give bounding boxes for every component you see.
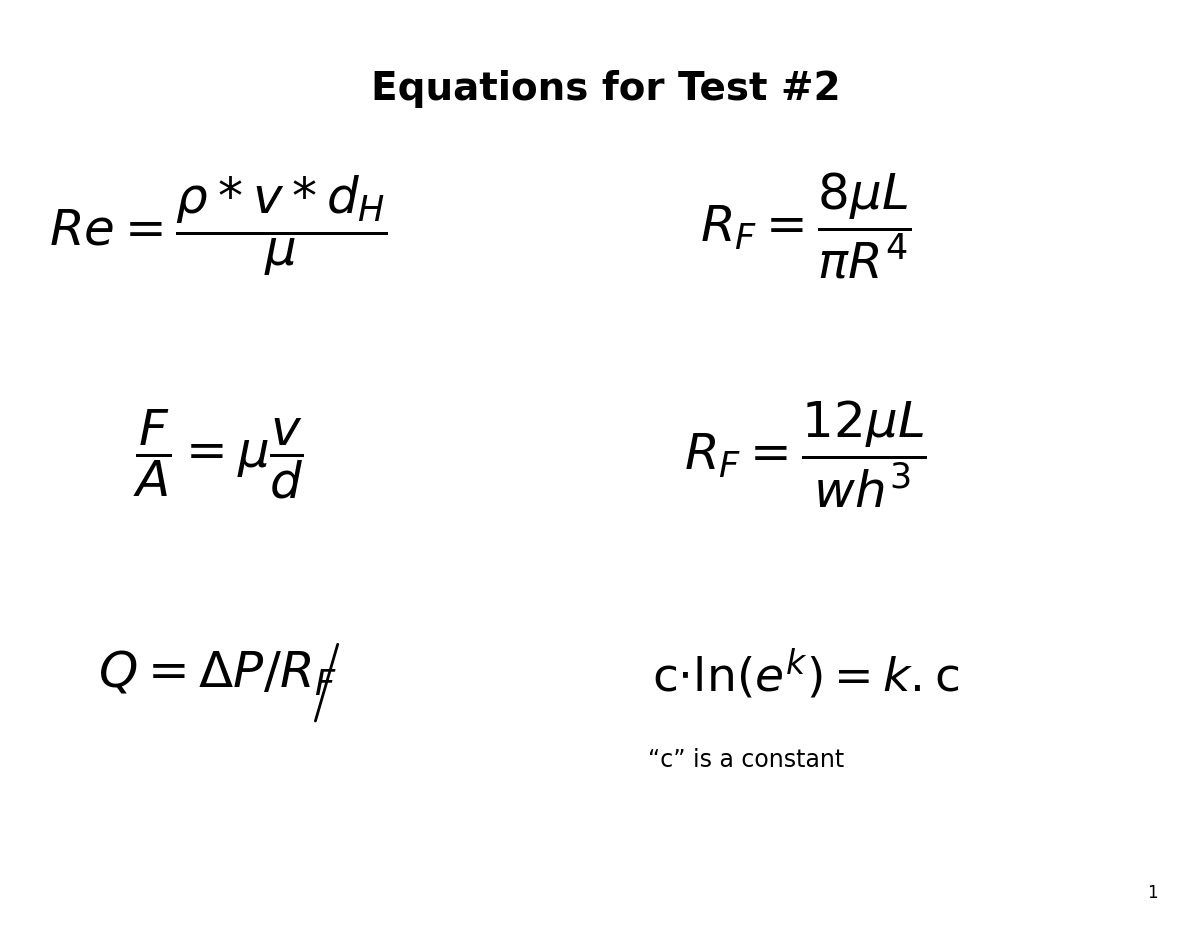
Text: $\dfrac{F}{A} = \mu\dfrac{v}{d}$: $\dfrac{F}{A} = \mu\dfrac{v}{d}$	[133, 408, 302, 502]
Text: $\mathrm{c}{\cdot}\ln(e^{k}) = k\mathrm{.c}$: $\mathrm{c}{\cdot}\ln(e^{k}) = k\mathrm{…	[652, 646, 959, 701]
Text: $R_F = \dfrac{12\mu L}{wh^3}$: $R_F = \dfrac{12\mu L}{wh^3}$	[684, 399, 926, 510]
Text: $Re = \dfrac{\rho * v * d_H}{\mu}$: $Re = \dfrac{\rho * v * d_H}{\mu}$	[48, 173, 388, 278]
Text: Equations for Test #2: Equations for Test #2	[371, 70, 840, 108]
Text: $Q = \Delta P / R_F$: $Q = \Delta P / R_F$	[98, 649, 337, 698]
Text: 1: 1	[1147, 883, 1158, 902]
Text: “c” is a constant: “c” is a constant	[648, 748, 845, 772]
Text: $R_F = \dfrac{8\mu L}{\pi R^4}$: $R_F = \dfrac{8\mu L}{\pi R^4}$	[700, 171, 911, 282]
